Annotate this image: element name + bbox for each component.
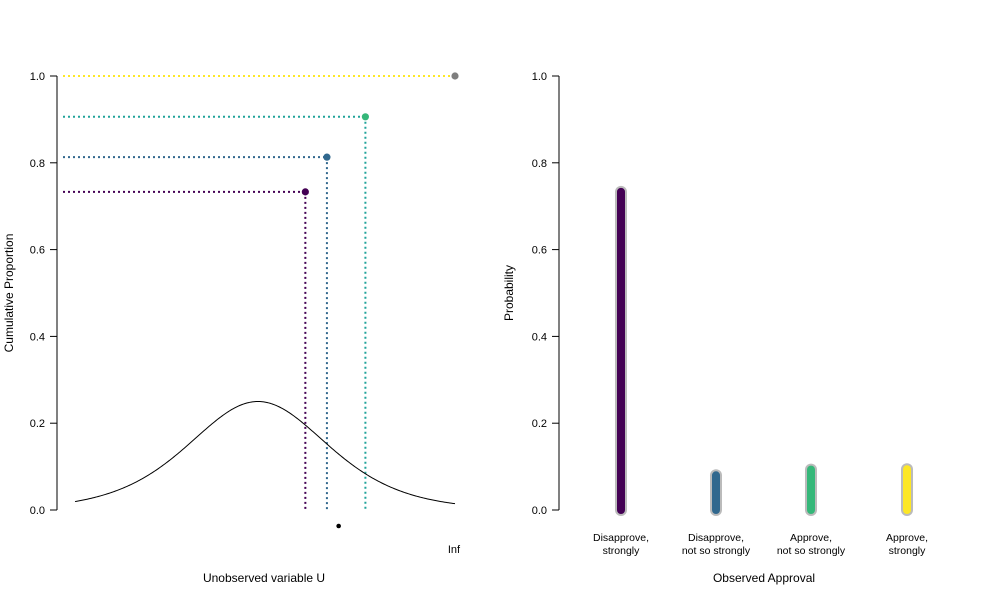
right-y-axis: 0.0 0.2 0.4 0.6 0.8 1.0: [532, 71, 560, 517]
category-label-4: strongly: [889, 545, 927, 557]
right-y-tick-label: 1.0: [532, 71, 547, 83]
category-label-1: Disapprove,: [593, 532, 649, 544]
right-y-axis-label: Probability: [502, 265, 516, 321]
right-y-tick-label: 0.0: [532, 505, 547, 517]
left-y-tick-label: 1.0: [30, 71, 45, 83]
category-label-2: Disapprove,: [688, 532, 744, 544]
right-panel-probability-plot: 0.00.20.40.60.81.0 Disapprove,stronglyDi…: [502, 71, 928, 585]
threshold-marker-dot: [336, 523, 341, 529]
left-y-tick-label: 0.0: [30, 505, 45, 517]
left-y-tick-label: 0.2: [30, 418, 45, 430]
cutpoint-dot-3: [361, 113, 369, 121]
logistic-density-curve: [74, 400, 456, 505]
left-panel-cumulative-plot: 0.0 0.2 0.4 0.6 0.8 1.0 Inf Unobserved variab…: [2, 71, 461, 585]
left-x-axis-label: Unobserved variable U: [203, 571, 325, 585]
cutpoint-dot-4: [451, 72, 459, 80]
category-label-1: strongly: [603, 545, 641, 557]
cutpoint-dot-2: [323, 153, 331, 161]
right-y-tick-label: 0.8: [532, 158, 547, 170]
category-label-2: not so strongly: [682, 545, 751, 557]
cutpoint-lines: [63, 75, 455, 510]
right-y-tick-label: 0.6: [532, 245, 547, 257]
category-label-3: Approve,: [790, 532, 832, 544]
probability-bars: [615, 185, 913, 516]
left-y-tick-label: 0.8: [30, 158, 45, 170]
left-y-tick-label: 0.4: [30, 331, 45, 343]
cutpoint-dot-1: [301, 188, 309, 196]
left-y-axis-label: Cumulative Proportion: [2, 234, 16, 353]
left-y-axis: 0.0 0.2 0.4 0.6 0.8 1.0: [30, 71, 58, 517]
category-label-4: Approve,: [886, 532, 928, 544]
right-x-axis-label: Observed Approval: [713, 571, 815, 585]
x-tick-label-inf: Inf: [448, 544, 461, 556]
right-y-tick-label: 0.2: [532, 418, 547, 430]
left-y-tick-label: 0.6: [30, 245, 45, 257]
right-y-tick-label: 0.4: [532, 331, 547, 343]
cutpoint-dots: [301, 72, 459, 529]
category-label-3: not so strongly: [777, 545, 846, 557]
